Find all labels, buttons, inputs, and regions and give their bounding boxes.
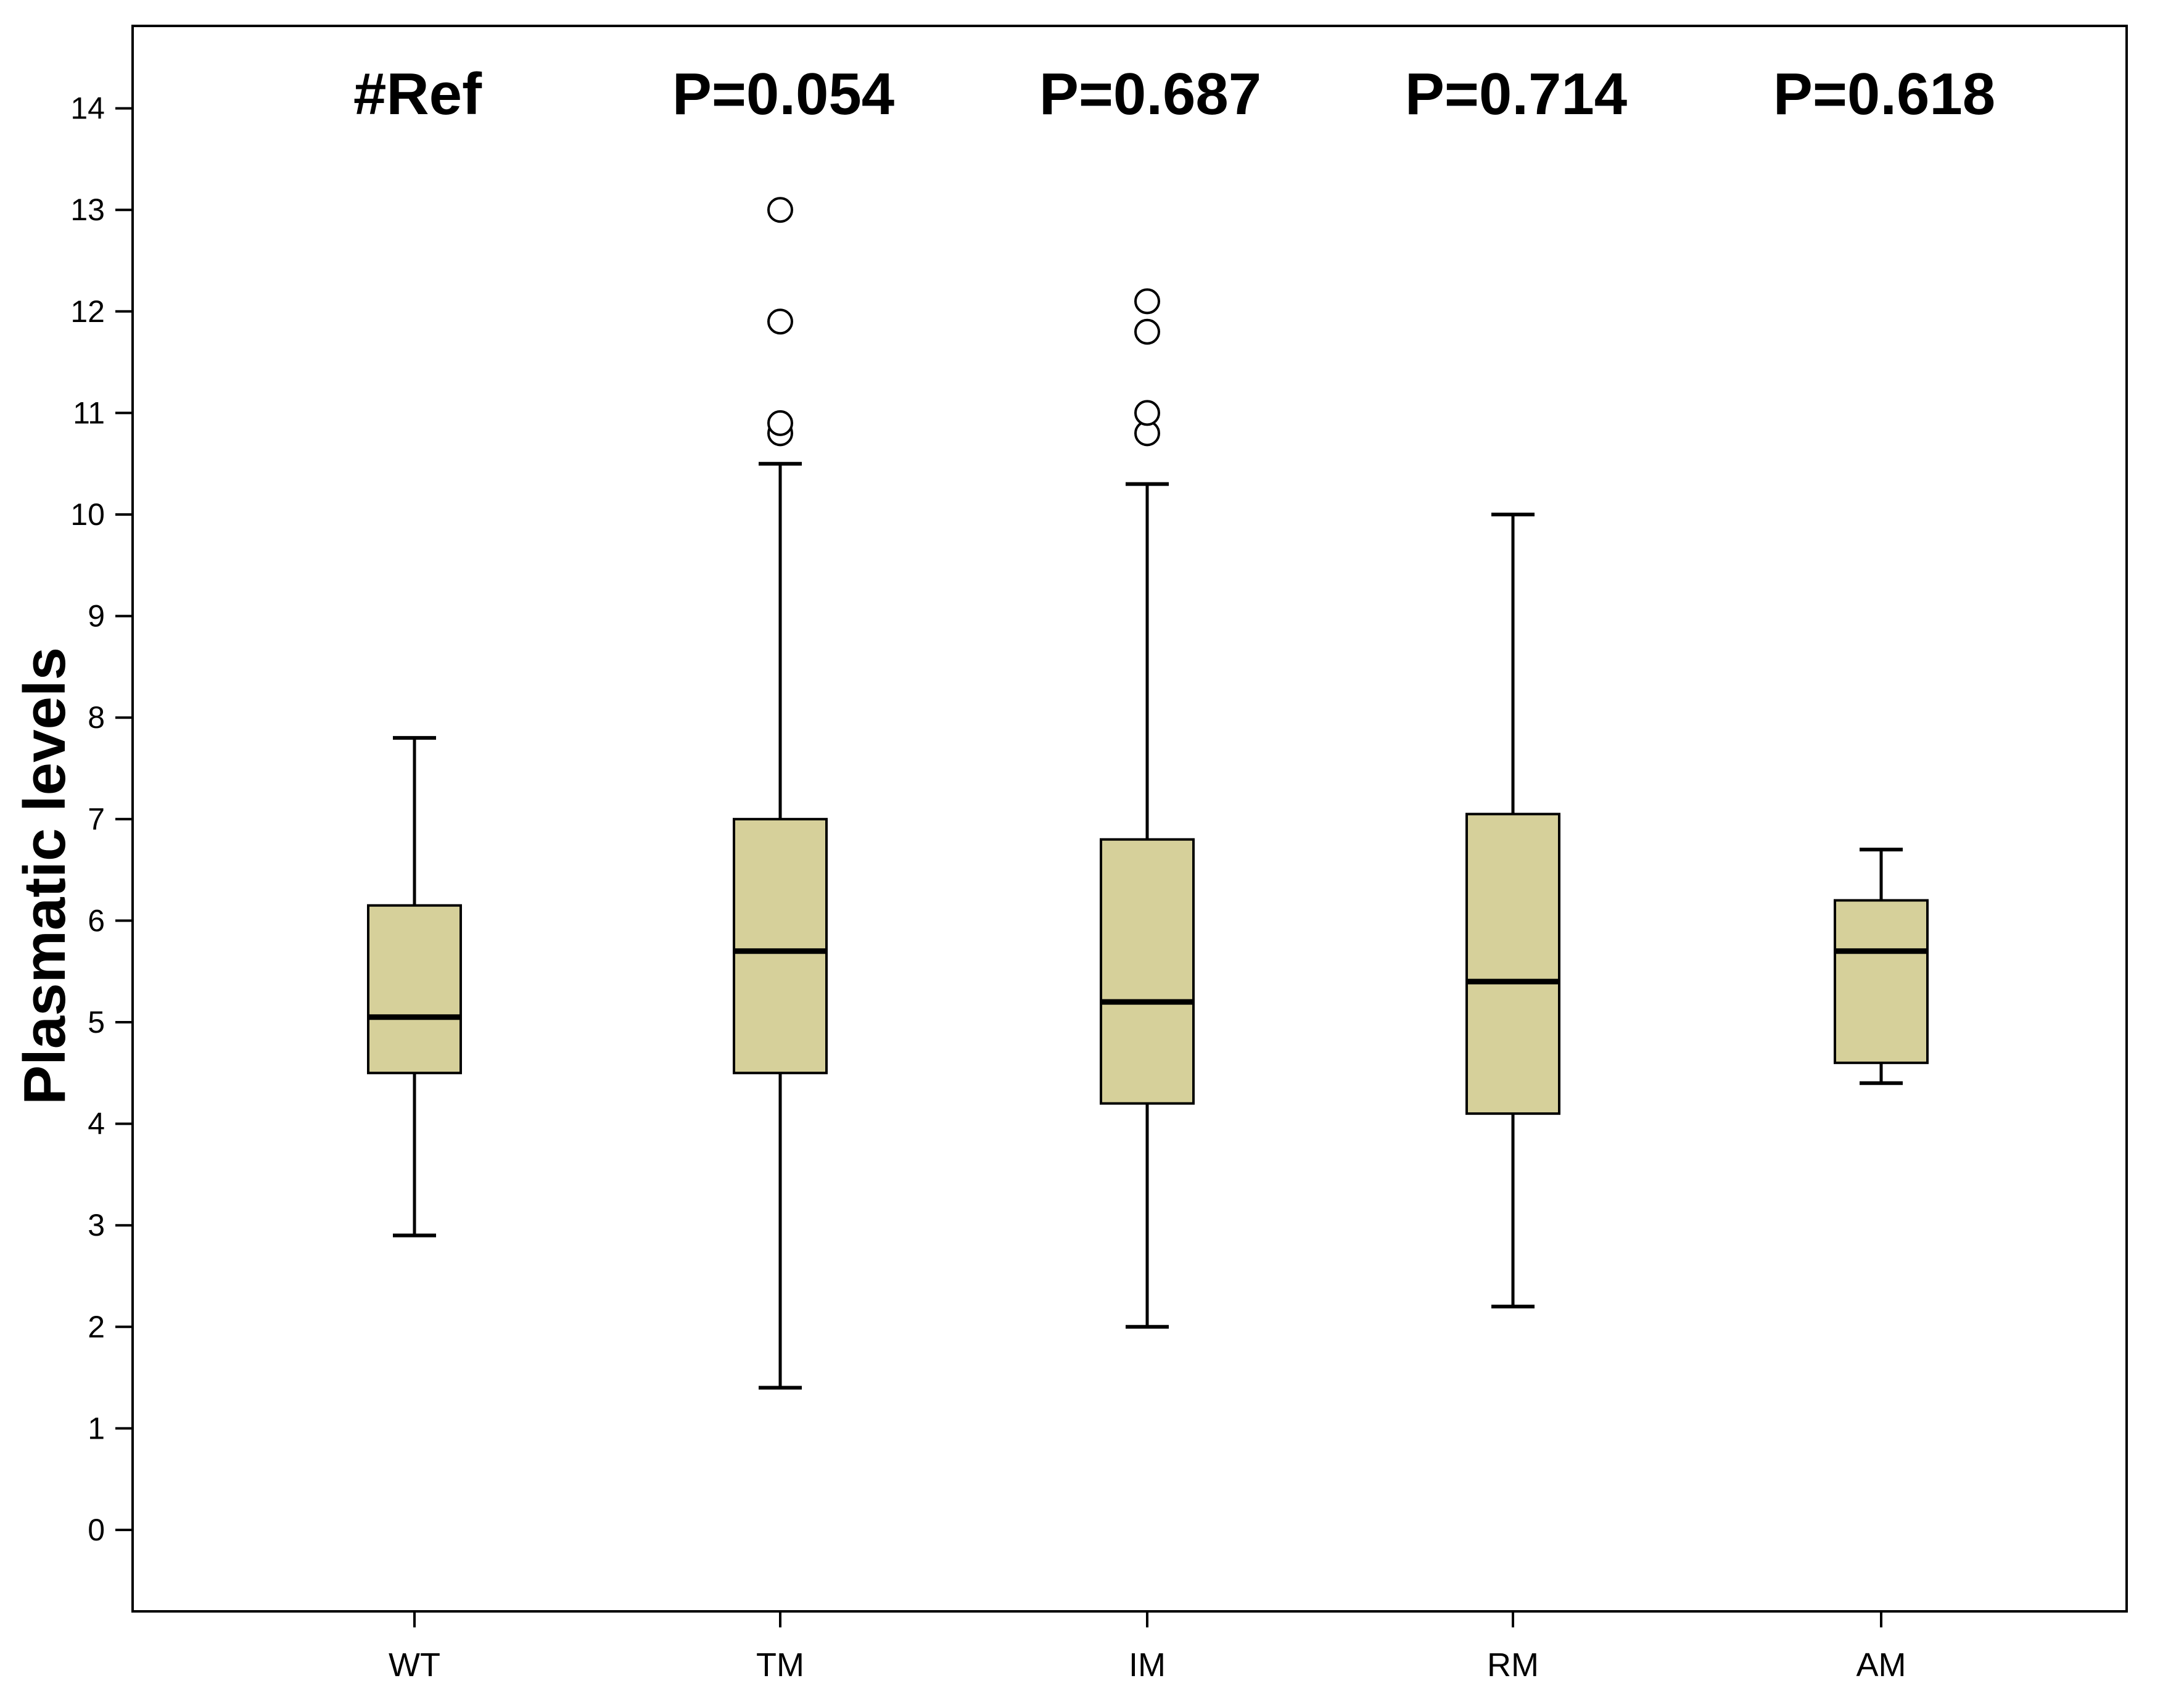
outlier-point (767, 197, 793, 223)
x-category-label: WT (389, 1647, 440, 1683)
annotations-layer: #Ref P=0.054 P=0.687 P=0.714 P=0.618 (353, 61, 1995, 127)
iqr-box (367, 904, 462, 1075)
outlier-point (1134, 318, 1160, 345)
outlier-point (1134, 288, 1160, 315)
box-group-im (1100, 288, 1195, 1329)
box-group-tm (733, 197, 828, 1390)
y-tick-label: 8 (88, 700, 105, 735)
outlier-point (767, 410, 793, 436)
y-tick-label: 2 (88, 1310, 105, 1344)
x-category-label: RM (1487, 1647, 1539, 1683)
p-value-annotation: P=0.714 (1405, 61, 1627, 127)
y-tick-label: 1 (88, 1411, 105, 1445)
y-axis-title: Plasmatic levels (12, 647, 78, 1105)
box-group-wt (367, 736, 462, 1238)
x-category-label: IM (1129, 1647, 1166, 1683)
p-value-annotation: P=0.687 (1039, 61, 1261, 127)
y-tick-label: 6 (88, 903, 105, 938)
boxes-layer (367, 197, 1929, 1390)
y-tick-label: 9 (88, 599, 105, 634)
box-group-am (1834, 848, 1929, 1085)
iqr-box (1465, 812, 1560, 1115)
p-value-annotation: P=0.618 (1773, 61, 1995, 127)
y-tick-label: 4 (88, 1107, 105, 1141)
x-axis: WT TM IM RM AM (389, 1611, 1906, 1684)
iqr-box (1834, 899, 1929, 1064)
plot-frame (131, 25, 2128, 1613)
y-tick-label: 0 (88, 1513, 105, 1547)
y-tick-label: 3 (88, 1208, 105, 1242)
y-tick-label: 12 (70, 294, 105, 329)
box-group-rm (1465, 513, 1560, 1308)
p-value-annotation: #Ref (353, 61, 482, 127)
iqr-box (733, 817, 828, 1075)
y-tick-label: 13 (70, 192, 105, 227)
x-category-label: TM (756, 1647, 804, 1683)
outlier-point (1134, 400, 1160, 426)
y-tick-label: 7 (88, 802, 105, 837)
outlier-point (767, 308, 793, 335)
y-tick-label: 14 (70, 91, 105, 126)
y-tick-label: 11 (73, 395, 105, 430)
p-value-annotation: P=0.054 (672, 61, 894, 127)
iqr-box (1100, 838, 1195, 1105)
x-category-label: AM (1856, 1647, 1906, 1683)
y-tick-label: 10 (70, 497, 105, 532)
y-tick-label: 5 (88, 1005, 105, 1039)
